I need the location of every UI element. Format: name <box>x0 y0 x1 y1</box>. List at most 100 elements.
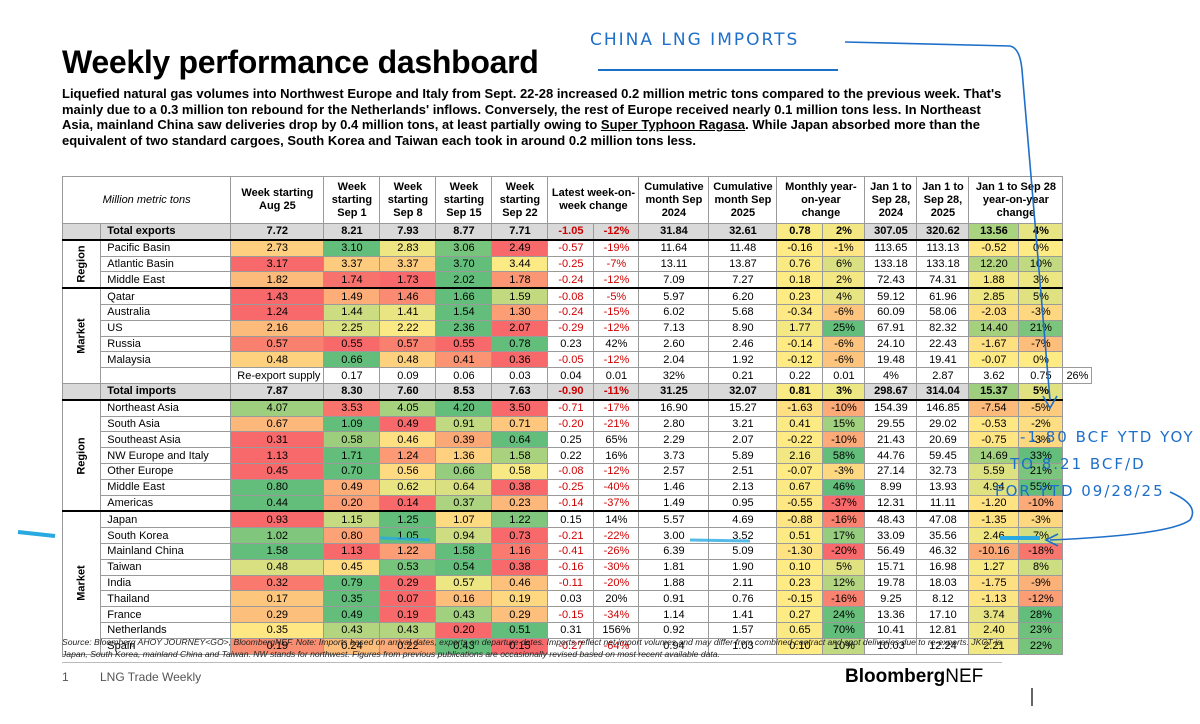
table-cell: 0.23 <box>491 494 549 512</box>
table-row: South Asia 0.67 1.09 0.49 0.91 0.71 -0.20 -21% 2… <box>63 415 1092 433</box>
table-cell: 0.94 <box>638 637 710 655</box>
table-cell: 1.44 <box>323 303 381 321</box>
table-cell: 20.69 <box>916 431 970 449</box>
table-cell: 10% <box>822 637 866 655</box>
table-cell: 0.19 <box>491 590 549 608</box>
table-cell: 24% <box>822 606 866 623</box>
column-header: Week starting Sep 8 <box>379 176 437 224</box>
table-cell: 0.15 <box>547 510 595 529</box>
table-cell: 25% <box>822 319 866 337</box>
annotation-arrow-line <box>844 41 1051 401</box>
table-cell: 1.66 <box>435 287 493 305</box>
table-cell: 82.32 <box>916 319 970 337</box>
table-cell: 1.46 <box>379 287 437 305</box>
table-cell: 2.22 <box>379 319 437 337</box>
table-cell: 0.39 <box>435 431 493 449</box>
table-cell: -9% <box>1018 574 1064 592</box>
intro-paragraph: Liquefied natural gas volumes into North… <box>62 86 1002 148</box>
table-cell: 0.76 <box>776 255 824 273</box>
table-cell: -1.30 <box>776 542 824 560</box>
table-cell: 1.16 <box>491 542 549 560</box>
table-cell: 1.43 <box>230 287 325 305</box>
table-cell: 113.65 <box>864 238 918 257</box>
brand-bold: Bloomberg <box>845 666 946 687</box>
table-cell: -40% <box>593 478 640 496</box>
table-cell: -12% <box>593 222 640 241</box>
table-cell: 9.25 <box>864 590 918 608</box>
table-cell: 0.57 <box>435 574 493 592</box>
table-cell: -1.35 <box>968 510 1020 529</box>
table-cell: -0.52 <box>968 238 1020 257</box>
table-cell: 0.41 <box>776 415 824 433</box>
table-cell: 1.22 <box>491 510 549 529</box>
table-cell: -16% <box>822 590 866 608</box>
table-cell: -19% <box>593 238 640 257</box>
table-cell: 0.53 <box>379 558 437 576</box>
row-name: Americas <box>100 494 232 512</box>
table-cell: -12% <box>593 271 640 289</box>
table-cell: 3.53 <box>323 398 381 417</box>
table-cell: 2.36 <box>435 319 493 337</box>
china-highlight-dash-1 <box>379 536 431 542</box>
table-cell: 0.78 <box>491 335 549 353</box>
table-cell: 0.66 <box>435 462 493 480</box>
handwritten-note-line1: -1.80 BCF YTD YOY <box>1020 428 1195 446</box>
group-spacer <box>61 222 102 241</box>
handwritten-note-line2: TO 8.21 BCF/D <box>1010 455 1146 473</box>
table-cell: 0.79 <box>323 574 381 592</box>
footer-divider <box>62 662 1002 663</box>
row-name: South Asia <box>100 415 232 433</box>
table-cell: 2.49 <box>491 238 549 257</box>
table-cell: 16.90 <box>638 398 710 417</box>
table-cell: 5.59 <box>968 462 1020 480</box>
table-cell: 0.45 <box>230 462 325 480</box>
table-cell: 3.74 <box>968 606 1020 623</box>
table-cell: -0.16 <box>776 238 824 257</box>
table-cell: 0.67 <box>776 478 824 496</box>
table-cell: 4.05 <box>379 398 437 417</box>
table-row: Australia 1.24 1.44 1.41 1.54 1.30 -0.24 -15% 6.… <box>63 303 1092 321</box>
table-cell: -0.14 <box>547 494 595 512</box>
column-header: Week starting Sep 15 <box>435 176 493 224</box>
super-typhoon-link[interactable]: Super Typhoon Ragasa <box>600 117 746 132</box>
row-name: Qatar <box>100 287 232 305</box>
table-cell: 113.13 <box>916 238 970 257</box>
table-cell: -1.13 <box>968 590 1020 608</box>
table-cell: -0.08 <box>547 287 595 305</box>
china-highlight-dash-2 <box>689 538 751 543</box>
table-cell: 0.25 <box>547 431 595 449</box>
table-row: Region Northeast Asia 4.07 3.53 4.05 4.20 3.50… <box>61 398 1092 512</box>
table-cell: -0.88 <box>776 510 824 529</box>
table-cell: 0.51 <box>491 621 549 639</box>
table-cell: 0.65 <box>776 621 824 639</box>
table-cell: 3.70 <box>435 255 493 273</box>
table-cell: 0.22 <box>379 637 437 655</box>
brand-logo: BloombergNEF <box>845 666 983 688</box>
table-cell: 0.14 <box>379 494 437 512</box>
table-cell: 14.40 <box>968 319 1020 337</box>
table-cell: -0.57 <box>547 238 595 257</box>
row-name: India <box>100 574 232 592</box>
table-cell: 0.20 <box>323 494 381 512</box>
table-cell: 1.59 <box>491 287 549 305</box>
publication-name: LNG Trade Weekly <box>100 670 202 684</box>
table-cell: -37% <box>593 494 640 512</box>
group-label: Market <box>61 510 102 655</box>
table-cell: 5.97 <box>638 287 710 305</box>
table-cell: -0.53 <box>968 415 1020 433</box>
table-cell: -2% <box>1018 415 1064 433</box>
table-cell: 0.07 <box>379 590 437 608</box>
table-cell: 0.43 <box>435 637 493 655</box>
table-cell: 0.91 <box>435 415 493 433</box>
table-cell: 1.07 <box>435 510 493 529</box>
table-cell: 1.41 <box>379 303 437 321</box>
row-name: Mainland China <box>100 542 232 560</box>
table-cell: -6% <box>822 303 866 321</box>
table-cell: 47.08 <box>916 510 970 529</box>
table-cell: -1.20 <box>968 494 1020 512</box>
group-label: Region <box>61 398 102 512</box>
table-cell: 5.09 <box>708 542 778 560</box>
table-cell: 3.21 <box>708 415 778 433</box>
table-cell: 55% <box>1018 478 1064 496</box>
table-cell: 1.78 <box>491 271 549 289</box>
